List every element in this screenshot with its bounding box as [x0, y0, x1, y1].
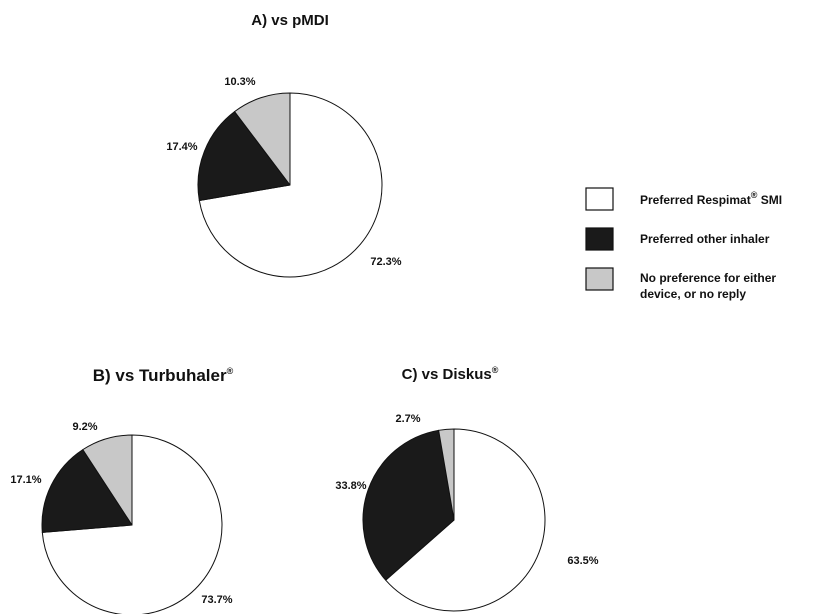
chart-c-slice-none [438, 428, 455, 521]
chart-b-slice-other [41, 449, 133, 533]
chart-b-title: B) vs Turbuhaler® [93, 366, 234, 385]
chart-a-label-other: 17.4% [166, 141, 197, 153]
legend-swatch-none [585, 267, 614, 291]
chart-a-label-none: 10.3% [224, 76, 255, 88]
chart-b-label-other: 17.1% [10, 474, 41, 486]
chart-c-title: C) vs Diskus® [402, 365, 499, 383]
chart-c-slice-respimat [385, 428, 546, 612]
legend-label-other: Preferred other inhaler [640, 232, 770, 246]
legend: Preferred Respimat® SMI Preferred other … [585, 187, 782, 301]
chart-b-slice-none [82, 434, 133, 526]
chart-a-slice-none [234, 92, 291, 186]
chart-c-label-none: 2.7% [395, 413, 420, 425]
chart-a-title: A) vs pMDI [251, 12, 329, 29]
chart-b-label-none: 9.2% [72, 421, 97, 433]
pie-chart-c [362, 428, 546, 612]
legend-swatch-respimat [585, 187, 614, 211]
pie-chart-b [41, 434, 223, 614]
chart-b-label-respimat: 73.7% [201, 594, 232, 606]
chart-a-slice-other [197, 111, 291, 202]
chart-a-label-respimat: 72.3% [370, 256, 401, 268]
legend-swatch-other [585, 227, 614, 251]
pie-chart-a [197, 92, 383, 278]
legend-label-none-line2: device, or no reply [640, 287, 746, 301]
legend-label-respimat: Preferred Respimat® SMI [640, 190, 782, 207]
chart-c-label-respimat: 63.5% [567, 555, 598, 567]
chart-c-slice-other [362, 429, 455, 581]
chart-c-label-other: 33.8% [335, 480, 366, 492]
legend-label-none-line1: No preference for either [640, 271, 776, 285]
chart-a-slice-respimat [198, 92, 383, 278]
